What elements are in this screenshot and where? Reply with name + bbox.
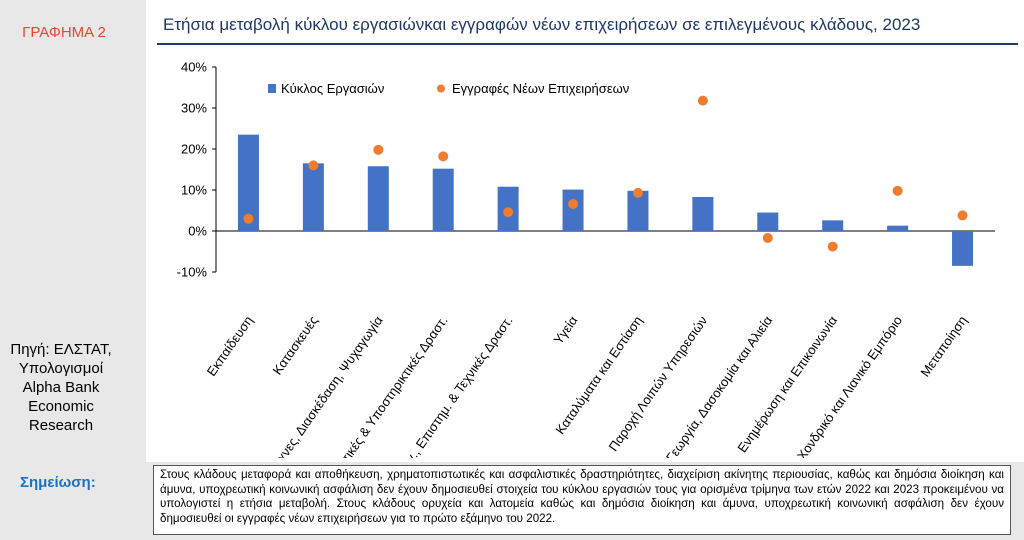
category-label: Εκπαίδευση [204, 313, 256, 379]
source-line: Research [28, 417, 94, 434]
bar [302, 163, 324, 231]
note-text: Στους κλάδους μεταφορά και αποθήκευση, χ… [153, 465, 1011, 535]
bar [822, 220, 844, 231]
dot-point [892, 185, 903, 196]
figure-label: ΓΡΑΦΗΜΑ 2 [22, 24, 106, 41]
category-label: Χονδρικό και Λιανικό Εμπόριο [794, 313, 905, 458]
dot-point [697, 95, 708, 106]
category-label: Κατασκευές [270, 313, 321, 377]
dot-point [503, 207, 514, 218]
dot-point [438, 151, 449, 162]
legend-bar-swatch [268, 84, 276, 93]
note-label: Σημείωση: [20, 474, 96, 491]
legend-label: Κύκλος Εργασιών [281, 81, 384, 96]
bar [562, 189, 584, 231]
bar [887, 225, 909, 231]
dot-point [308, 160, 319, 171]
dot-point [957, 210, 968, 221]
source-line: Economic [28, 398, 94, 415]
category-label: Υγεία [551, 313, 581, 347]
bar [692, 196, 714, 231]
category-label: Μεταποίηση [917, 313, 970, 379]
dot-point [762, 232, 773, 243]
dot-point [373, 144, 384, 155]
y-tick-label: 20% [181, 142, 207, 157]
bar [432, 168, 454, 231]
chart: -10%0%10%20%30%40%Εκπαίδευση ΚατασκευέςΤέ… [177, 60, 995, 458]
y-tick-label: 40% [181, 60, 207, 75]
dot-point [632, 187, 643, 198]
y-tick-label: 0% [188, 224, 207, 239]
bar [757, 212, 779, 231]
left-panel [0, 0, 146, 462]
source-line: Alpha Bank [22, 379, 100, 396]
source-line: Πηγή: ΕΛΣΤΑΤ, [10, 341, 112, 358]
title-divider [157, 43, 1018, 45]
bar [627, 190, 649, 231]
bar [237, 134, 259, 231]
legend-label: Εγγραφές Νέων Επιχειρήσεων [452, 81, 629, 96]
source-line: Υπολογισμοί [18, 360, 104, 377]
legend-dot-swatch [437, 84, 445, 93]
dot-point [827, 241, 838, 252]
bar [952, 231, 974, 266]
y-tick-label: 30% [181, 101, 207, 116]
chart-title: Ετήσια μεταβολή κύκλου εργασιώνκαι εγγρα… [163, 15, 921, 34]
dot-point [243, 213, 254, 224]
source-text: Πηγή: ΕΛΣΤΑΤ, Υπολογισμοί Alpha Bank Eco… [0, 340, 122, 435]
y-tick-label: 10% [181, 183, 207, 198]
bar [367, 166, 389, 231]
y-tick-label: -10% [177, 265, 208, 280]
dot-point [568, 198, 579, 209]
